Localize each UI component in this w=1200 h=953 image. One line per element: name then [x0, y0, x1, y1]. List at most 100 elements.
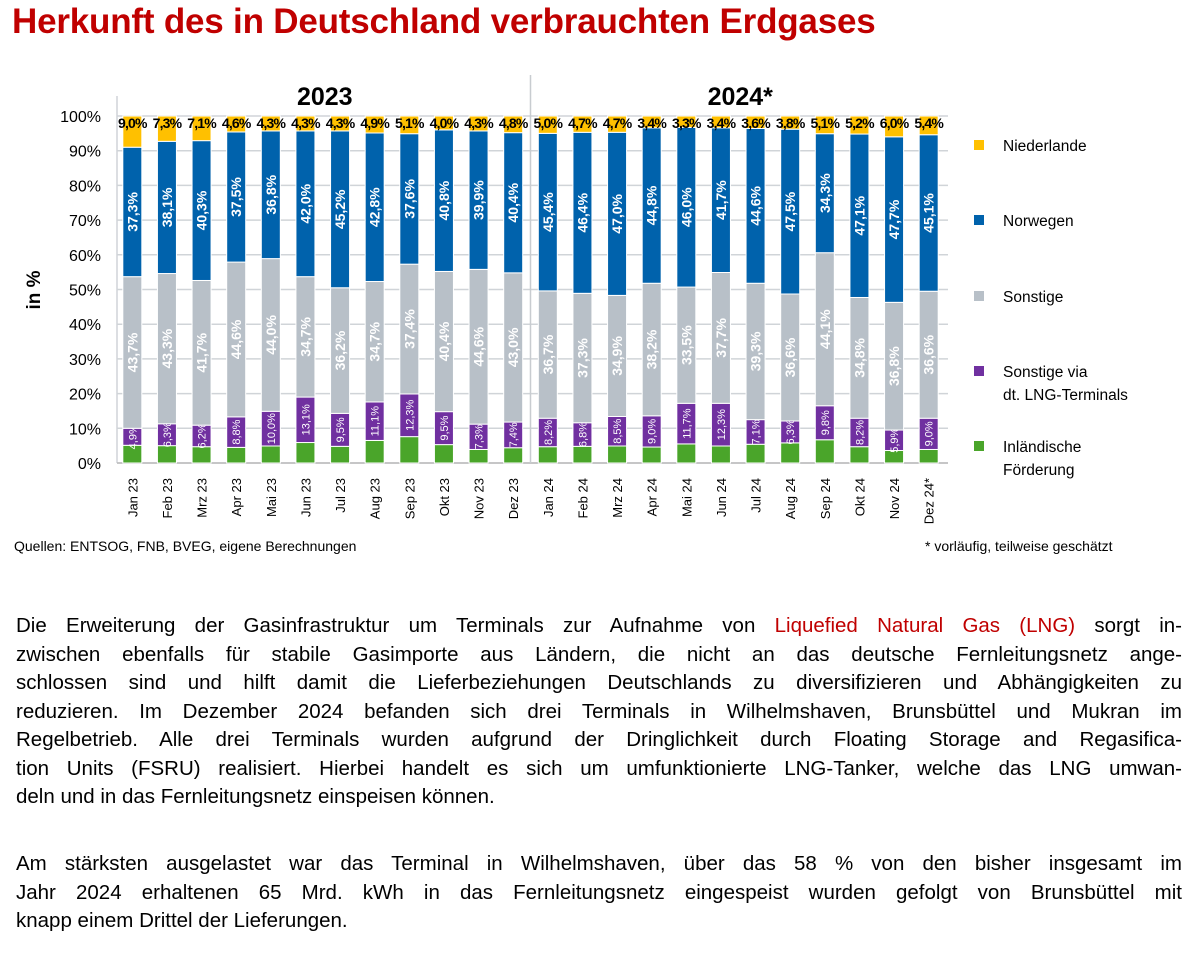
bar-segment	[607, 115, 628, 133]
legend-swatch	[974, 366, 984, 376]
data-label: 11,1%	[370, 406, 382, 437]
x-tick-label: Sep 24	[818, 478, 833, 519]
data-label: 37,4%	[401, 309, 417, 349]
legend-swatch	[974, 140, 984, 150]
data-label: 34,8%	[851, 337, 867, 377]
text-line: Jahr 2024 erhaltenen 65 Mrd. kWh in das …	[16, 880, 1182, 904]
data-label: 36,6%	[782, 337, 798, 377]
x-tick-label: Nov 23	[472, 478, 487, 519]
text-line: deln und in das Fernleitungsnetz einspei…	[16, 785, 495, 808]
data-label: 4,0%	[430, 115, 460, 131]
page-title: Herkunft des in Deutschland verbrauchten…	[12, 2, 876, 41]
legend-label: Sonstige	[1003, 289, 1063, 306]
text-segment: sorgt in-	[1075, 614, 1182, 637]
bar-segment	[780, 115, 801, 130]
data-label: 37,3%	[574, 338, 590, 378]
bar-segment	[918, 448, 939, 464]
legend-label: Inländische	[1003, 439, 1081, 456]
data-label: 6,2%	[197, 423, 209, 448]
data-label: 9,8%	[820, 410, 832, 435]
legend-label: Niederlande	[1003, 138, 1087, 155]
data-label: 33,5%	[678, 325, 694, 365]
bar-segment	[641, 446, 662, 464]
bar-segment	[260, 445, 281, 464]
bar-segment	[364, 439, 385, 464]
data-label: 44,6%	[471, 326, 487, 366]
data-label: 12,3%	[716, 409, 728, 440]
data-label: 37,3%	[124, 192, 140, 232]
group-label: 2023	[297, 83, 353, 111]
legend-label: dt. LNG-Terminals	[1003, 387, 1128, 404]
x-tick-label: Feb 23	[160, 478, 175, 518]
data-label: 4,9%	[127, 424, 139, 449]
bar-segment	[814, 439, 835, 464]
y-tick-label: 50%	[69, 283, 101, 300]
text-line: Regelbetrieb. Alle drei Terminals wurden…	[16, 728, 1182, 751]
data-label: 9,0%	[647, 419, 659, 444]
data-label: 3,4%	[707, 115, 737, 131]
bar-segment	[122, 115, 143, 148]
legend-label: Sonstige via	[1003, 364, 1088, 381]
data-label: 3,6%	[741, 115, 771, 131]
bar-segment	[676, 443, 697, 464]
data-label: 44,8%	[644, 185, 660, 225]
data-label: 43,0%	[505, 327, 521, 367]
legend-swatch	[974, 441, 984, 451]
data-label: 4,6%	[222, 115, 252, 131]
x-tick-label: Jul 24	[749, 478, 764, 513]
bar-segment	[745, 443, 766, 464]
data-label: 4,3%	[326, 115, 356, 131]
data-label: 9,0%	[118, 115, 148, 131]
data-label: 34,9%	[609, 336, 625, 376]
x-tick-label: Feb 24	[575, 478, 590, 518]
bar-segment	[191, 115, 212, 142]
bar-segment	[572, 445, 593, 464]
y-tick-label: 0%	[78, 456, 101, 473]
data-label: 44,0%	[263, 315, 279, 355]
data-label: 38,2%	[644, 329, 660, 369]
bar-segment	[572, 115, 593, 133]
paragraph-1: Die Erweiterung der Gasinfrastruktur um …	[16, 612, 1182, 812]
data-label: 34,7%	[367, 321, 383, 361]
legend-label: Norwegen	[1003, 213, 1074, 230]
data-label: 47,5%	[782, 191, 798, 231]
data-label: 3,3%	[672, 115, 702, 131]
bar-segment	[780, 442, 801, 464]
data-label: 36,6%	[921, 334, 937, 374]
data-label: 47,1%	[851, 195, 867, 235]
data-label: 4,9%	[360, 115, 390, 131]
data-label: 41,7%	[713, 180, 729, 220]
x-tick-label: Apr 23	[229, 478, 244, 516]
y-tick-label: 70%	[69, 213, 101, 230]
data-label: 3,4%	[637, 115, 667, 131]
x-tick-label: Okt 23	[437, 478, 452, 516]
data-label: 47,0%	[609, 193, 625, 233]
data-label: 45,1%	[921, 193, 937, 233]
x-tick-label: Jun 24	[714, 478, 729, 517]
data-label: 4,7%	[568, 115, 598, 131]
data-label: 5,4%	[914, 115, 944, 131]
data-label: 9,5%	[439, 415, 451, 440]
bar-segment	[364, 115, 385, 134]
x-tick-label: Jul 23	[333, 478, 348, 513]
data-label: 4,3%	[256, 115, 286, 131]
x-tick-label: Apr 24	[645, 478, 660, 516]
bar-segment	[918, 115, 939, 136]
data-label: 6,0%	[880, 115, 910, 131]
text-line: reduzieren. Im Dezember 2024 befanden si…	[16, 699, 1182, 723]
data-label: 46,0%	[678, 187, 694, 227]
data-label: 6,3%	[785, 419, 797, 444]
bar-segment	[226, 446, 247, 464]
bar-segment	[710, 445, 731, 464]
y-axis-label: in %	[24, 270, 45, 309]
data-label: 43,3%	[159, 328, 175, 368]
bar-segment	[330, 445, 351, 464]
bar-segment	[156, 115, 177, 142]
data-label: 6,8%	[577, 422, 589, 447]
bar-segment	[399, 436, 420, 464]
bar-segment	[503, 115, 524, 134]
data-label: 40,4%	[436, 321, 452, 361]
data-label: 12,3%	[404, 399, 416, 430]
data-label: 4,3%	[291, 115, 321, 131]
x-tick-label: Nov 24	[887, 478, 902, 519]
